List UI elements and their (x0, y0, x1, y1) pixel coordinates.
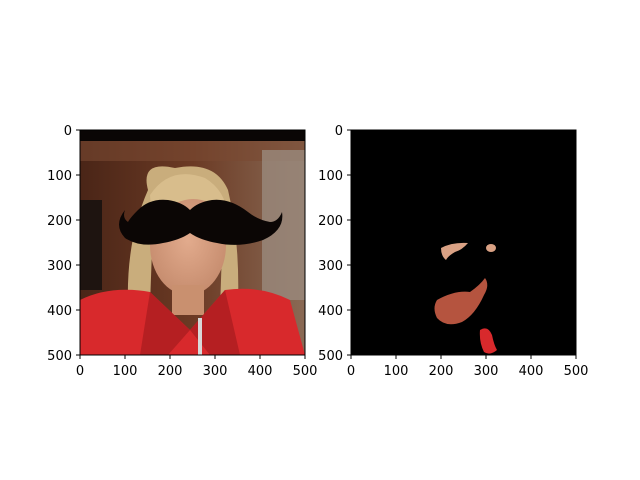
left-x-tick-label: 300 (203, 364, 228, 379)
right-x-tick-label: 100 (384, 364, 409, 379)
right-x-tick-label: 400 (519, 364, 544, 379)
left-y-tick-label: 300 (47, 259, 72, 274)
photo-image (80, 130, 305, 355)
right-y-tick-label: 300 (318, 259, 343, 274)
left-image-panel: 0 100 200 300 400 500 0 100 200 300 400 500 (47, 124, 317, 379)
left-axes-frame (79, 129, 306, 356)
skin-region-right (486, 244, 496, 252)
right-x-tick-label: 0 (347, 364, 355, 379)
left-x-tick-label: 100 (113, 364, 138, 379)
mask-image (351, 130, 576, 355)
skin-region-left (441, 242, 468, 260)
left-y-tick-label: 400 (47, 304, 72, 319)
left-y-tick-label: 200 (47, 214, 72, 229)
mustache-shape (119, 199, 283, 245)
left-y-tick-label: 100 (47, 169, 72, 184)
left-x-tick-label: 0 (76, 364, 84, 379)
chin-region (434, 278, 488, 325)
left-y-tick-label: 0 (64, 124, 72, 139)
left-x-tick-label: 400 (248, 364, 273, 379)
right-y-tick-label: 100 (318, 169, 343, 184)
jacket-region (479, 328, 497, 354)
right-y-tick-label: 400 (318, 304, 343, 319)
right-y-tick-label: 200 (318, 214, 343, 229)
right-axis-ticks: 0 100 200 300 400 500 0 100 200 300 400 500 (318, 124, 588, 379)
right-image-panel: 0 100 200 300 400 500 0 100 200 300 400 500 (318, 124, 588, 379)
left-x-tick-label: 200 (158, 364, 183, 379)
right-x-tick-label: 500 (564, 364, 589, 379)
left-axis-ticks: 0 100 200 300 400 500 0 100 200 300 400 500 (47, 124, 317, 379)
right-axes-frame (350, 129, 577, 356)
right-x-tick-label: 300 (474, 364, 499, 379)
right-y-tick-label: 500 (318, 349, 343, 364)
right-y-tick-label: 0 (335, 124, 343, 139)
right-x-tick-label: 200 (429, 364, 454, 379)
left-y-tick-label: 500 (47, 349, 72, 364)
left-x-tick-label: 500 (293, 364, 318, 379)
